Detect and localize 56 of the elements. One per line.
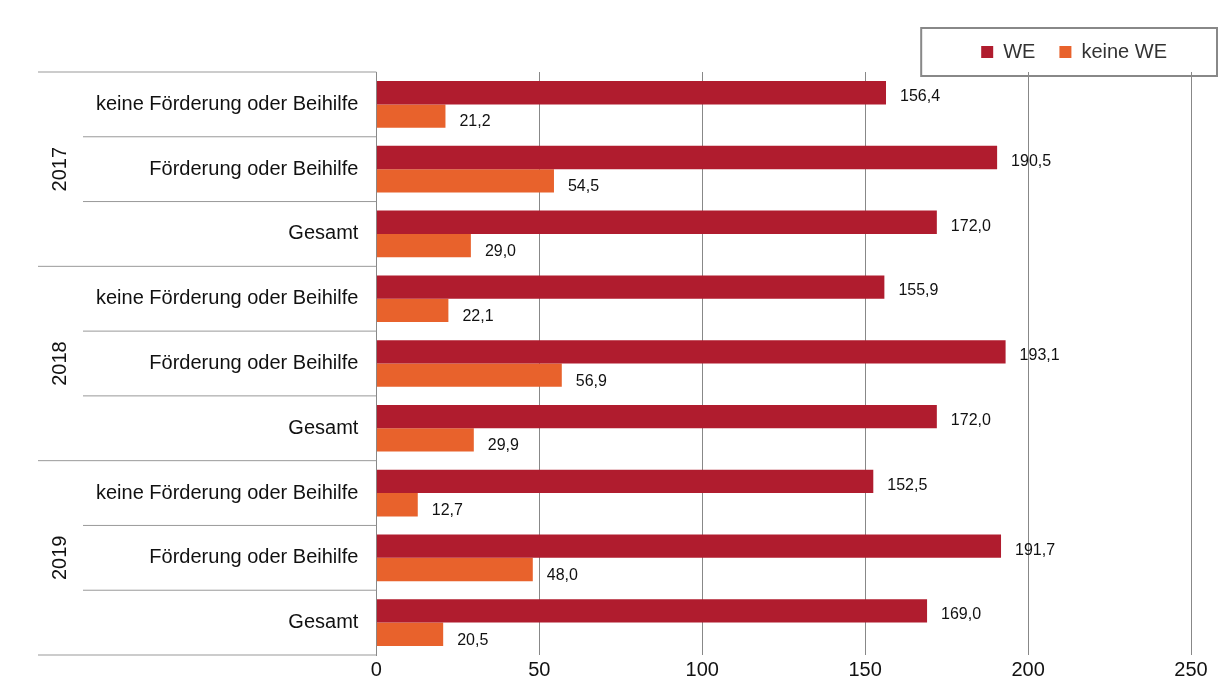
y-tick-label: Gesamt [288, 610, 359, 633]
bar [376, 233, 471, 258]
text: 2018 [47, 341, 70, 386]
data-label: 172,0 [950, 411, 991, 429]
data-label: 12,7 [431, 501, 464, 519]
data-label: 191,7 [1015, 540, 1056, 558]
bar [376, 493, 418, 517]
legend-label: keine WE [1081, 39, 1168, 62]
data-label: 20,5 [457, 630, 489, 648]
data-label: 156,4 [900, 87, 941, 105]
bar [376, 622, 444, 646]
text: 2017 [47, 146, 70, 192]
bar [376, 298, 449, 323]
y-tick-label: Förderung oder Beihilfe [149, 351, 359, 374]
x-tick-label: 150 [848, 657, 882, 680]
x-tick-label: 200 [1011, 657, 1045, 680]
text: 2019 [47, 535, 70, 581]
bar [376, 469, 874, 494]
y-tick-label: Förderung oder Beihilfe [149, 156, 359, 179]
data-label: 169,0 [941, 605, 982, 623]
data-label: 29,9 [487, 436, 520, 454]
bar [376, 599, 928, 623]
bar [376, 557, 533, 582]
bar [376, 104, 446, 128]
x-tick-label: 50 [528, 657, 551, 680]
bar [376, 404, 937, 429]
data-label: 155,9 [898, 281, 939, 299]
legend-label: WE [1003, 39, 1036, 62]
x-tick-label: 100 [685, 657, 719, 680]
bar [376, 534, 1002, 558]
y-tick-label: Förderung oder Beihilfe [149, 545, 359, 568]
bar [376, 428, 474, 452]
y-tick-label: keine Förderung oder Beihilfe [95, 480, 359, 503]
bar [376, 145, 998, 170]
data-label: 48,0 [546, 565, 579, 583]
data-label: 152,5 [887, 475, 928, 493]
bar [376, 81, 887, 105]
data-label: 29,0 [484, 242, 517, 260]
data-label: 54,5 [567, 177, 600, 195]
bar [376, 340, 1006, 364]
y-tick-label: Gesamt [288, 221, 359, 244]
data-label: 172,0 [950, 216, 991, 234]
data-label: 22,1 [462, 306, 494, 324]
data-label: 190,5 [1011, 151, 1052, 169]
y-tick-label: Gesamt [288, 415, 359, 438]
x-tick-label: 250 [1174, 657, 1208, 680]
data-label: 21,2 [459, 112, 491, 130]
bar [376, 363, 562, 387]
x-tick-label: 0 [370, 657, 382, 680]
data-label: 56,9 [575, 371, 608, 389]
bar [376, 210, 937, 234]
bar [376, 275, 885, 299]
bar [376, 169, 554, 193]
data-label: 193,1 [1019, 346, 1060, 364]
y-tick-label: keine Förderung oder Beihilfe [95, 286, 359, 309]
y-tick-label: keine Förderung oder Beihilfe [95, 91, 359, 114]
